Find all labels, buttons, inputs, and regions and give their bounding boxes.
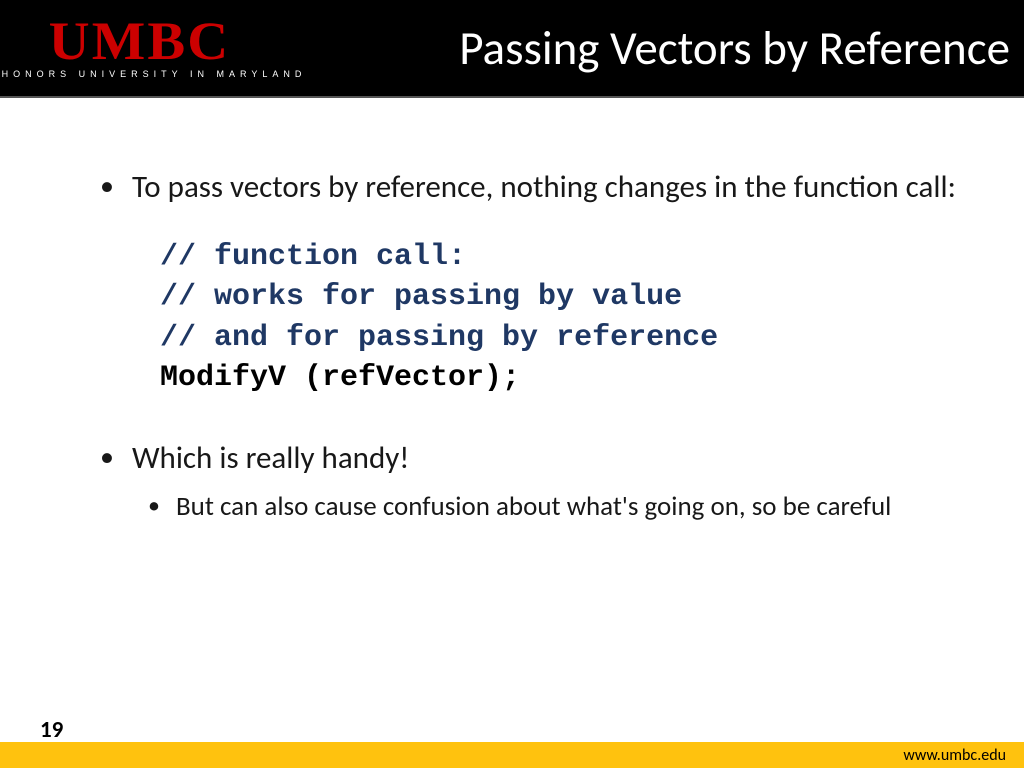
- code-call-line: ModifyV (refVector);: [160, 358, 964, 399]
- logo-tagline: AN HONORS UNIVERSITY IN MARYLAND: [0, 69, 306, 79]
- bullet-item-1: • To pass vectors by reference, nothing …: [60, 168, 964, 207]
- slide-footer: www.umbc.edu: [0, 742, 1024, 768]
- page-number: 19: [40, 716, 63, 744]
- bullet-dot-icon: •: [148, 490, 160, 524]
- slide-title: Passing Vectors by Reference: [264, 19, 1012, 77]
- logo-block: UMBC AN HONORS UNIVERSITY IN MARYLAND: [14, 17, 264, 80]
- bullet-text: To pass vectors by reference, nothing ch…: [132, 168, 956, 207]
- bullet-sub-item: • But can also cause confusion about wha…: [60, 490, 964, 524]
- code-comment-line: // and for passing by reference: [160, 318, 964, 359]
- logo-text: UMBC: [48, 17, 230, 66]
- bullet-sub-text: But can also cause confusion about what'…: [176, 490, 891, 524]
- footer-url: www.umbc.edu: [903, 746, 1006, 765]
- slide-content: • To pass vectors by reference, nothing …: [0, 98, 1024, 523]
- code-comment-line: // function call:: [160, 237, 964, 278]
- bullet-text: Which is really handy!: [132, 439, 409, 478]
- bullet-item-2: • Which is really handy!: [60, 439, 964, 478]
- code-block: // function call: // works for passing b…: [60, 237, 964, 399]
- slide-header: UMBC AN HONORS UNIVERSITY IN MARYLAND Pa…: [0, 0, 1024, 98]
- bullet-dot-icon: •: [100, 439, 114, 478]
- bullet-dot-icon: •: [100, 168, 114, 207]
- code-comment-line: // works for passing by value: [160, 277, 964, 318]
